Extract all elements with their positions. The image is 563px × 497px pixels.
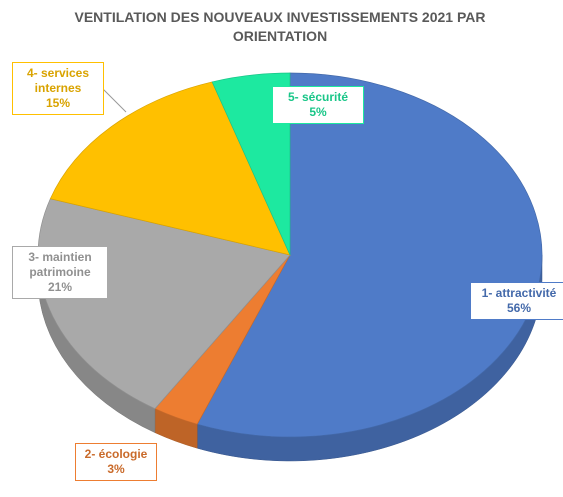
label-value: 3% [107, 462, 125, 476]
label-category: 5- sécurité [287, 90, 349, 104]
data-label: 2- écologie 3% [75, 443, 157, 481]
chart-title: VENTILATION DES NOUVEAUX INVESTISSEMENTS… [74, 9, 486, 44]
label-category: 3- maintien patrimoine [28, 250, 92, 279]
data-label: 1- attractivité 56% [470, 282, 563, 320]
label-category: 1- attractivité [481, 286, 557, 300]
slice [49, 81, 291, 256]
label-value: 15% [45, 96, 71, 110]
label-value: 21% [47, 280, 73, 294]
label-category: 2- écologie [84, 447, 148, 461]
data-label: 3- maintien patrimoine 21% [12, 246, 108, 299]
data-label: 5- sécurité 5% [272, 86, 364, 124]
label-category: 4- services internes [26, 66, 90, 95]
data-label: 4- services internes 15% [12, 62, 104, 115]
slice [211, 72, 291, 256]
label-value: 5% [309, 105, 327, 119]
label-value: 56% [506, 301, 532, 315]
